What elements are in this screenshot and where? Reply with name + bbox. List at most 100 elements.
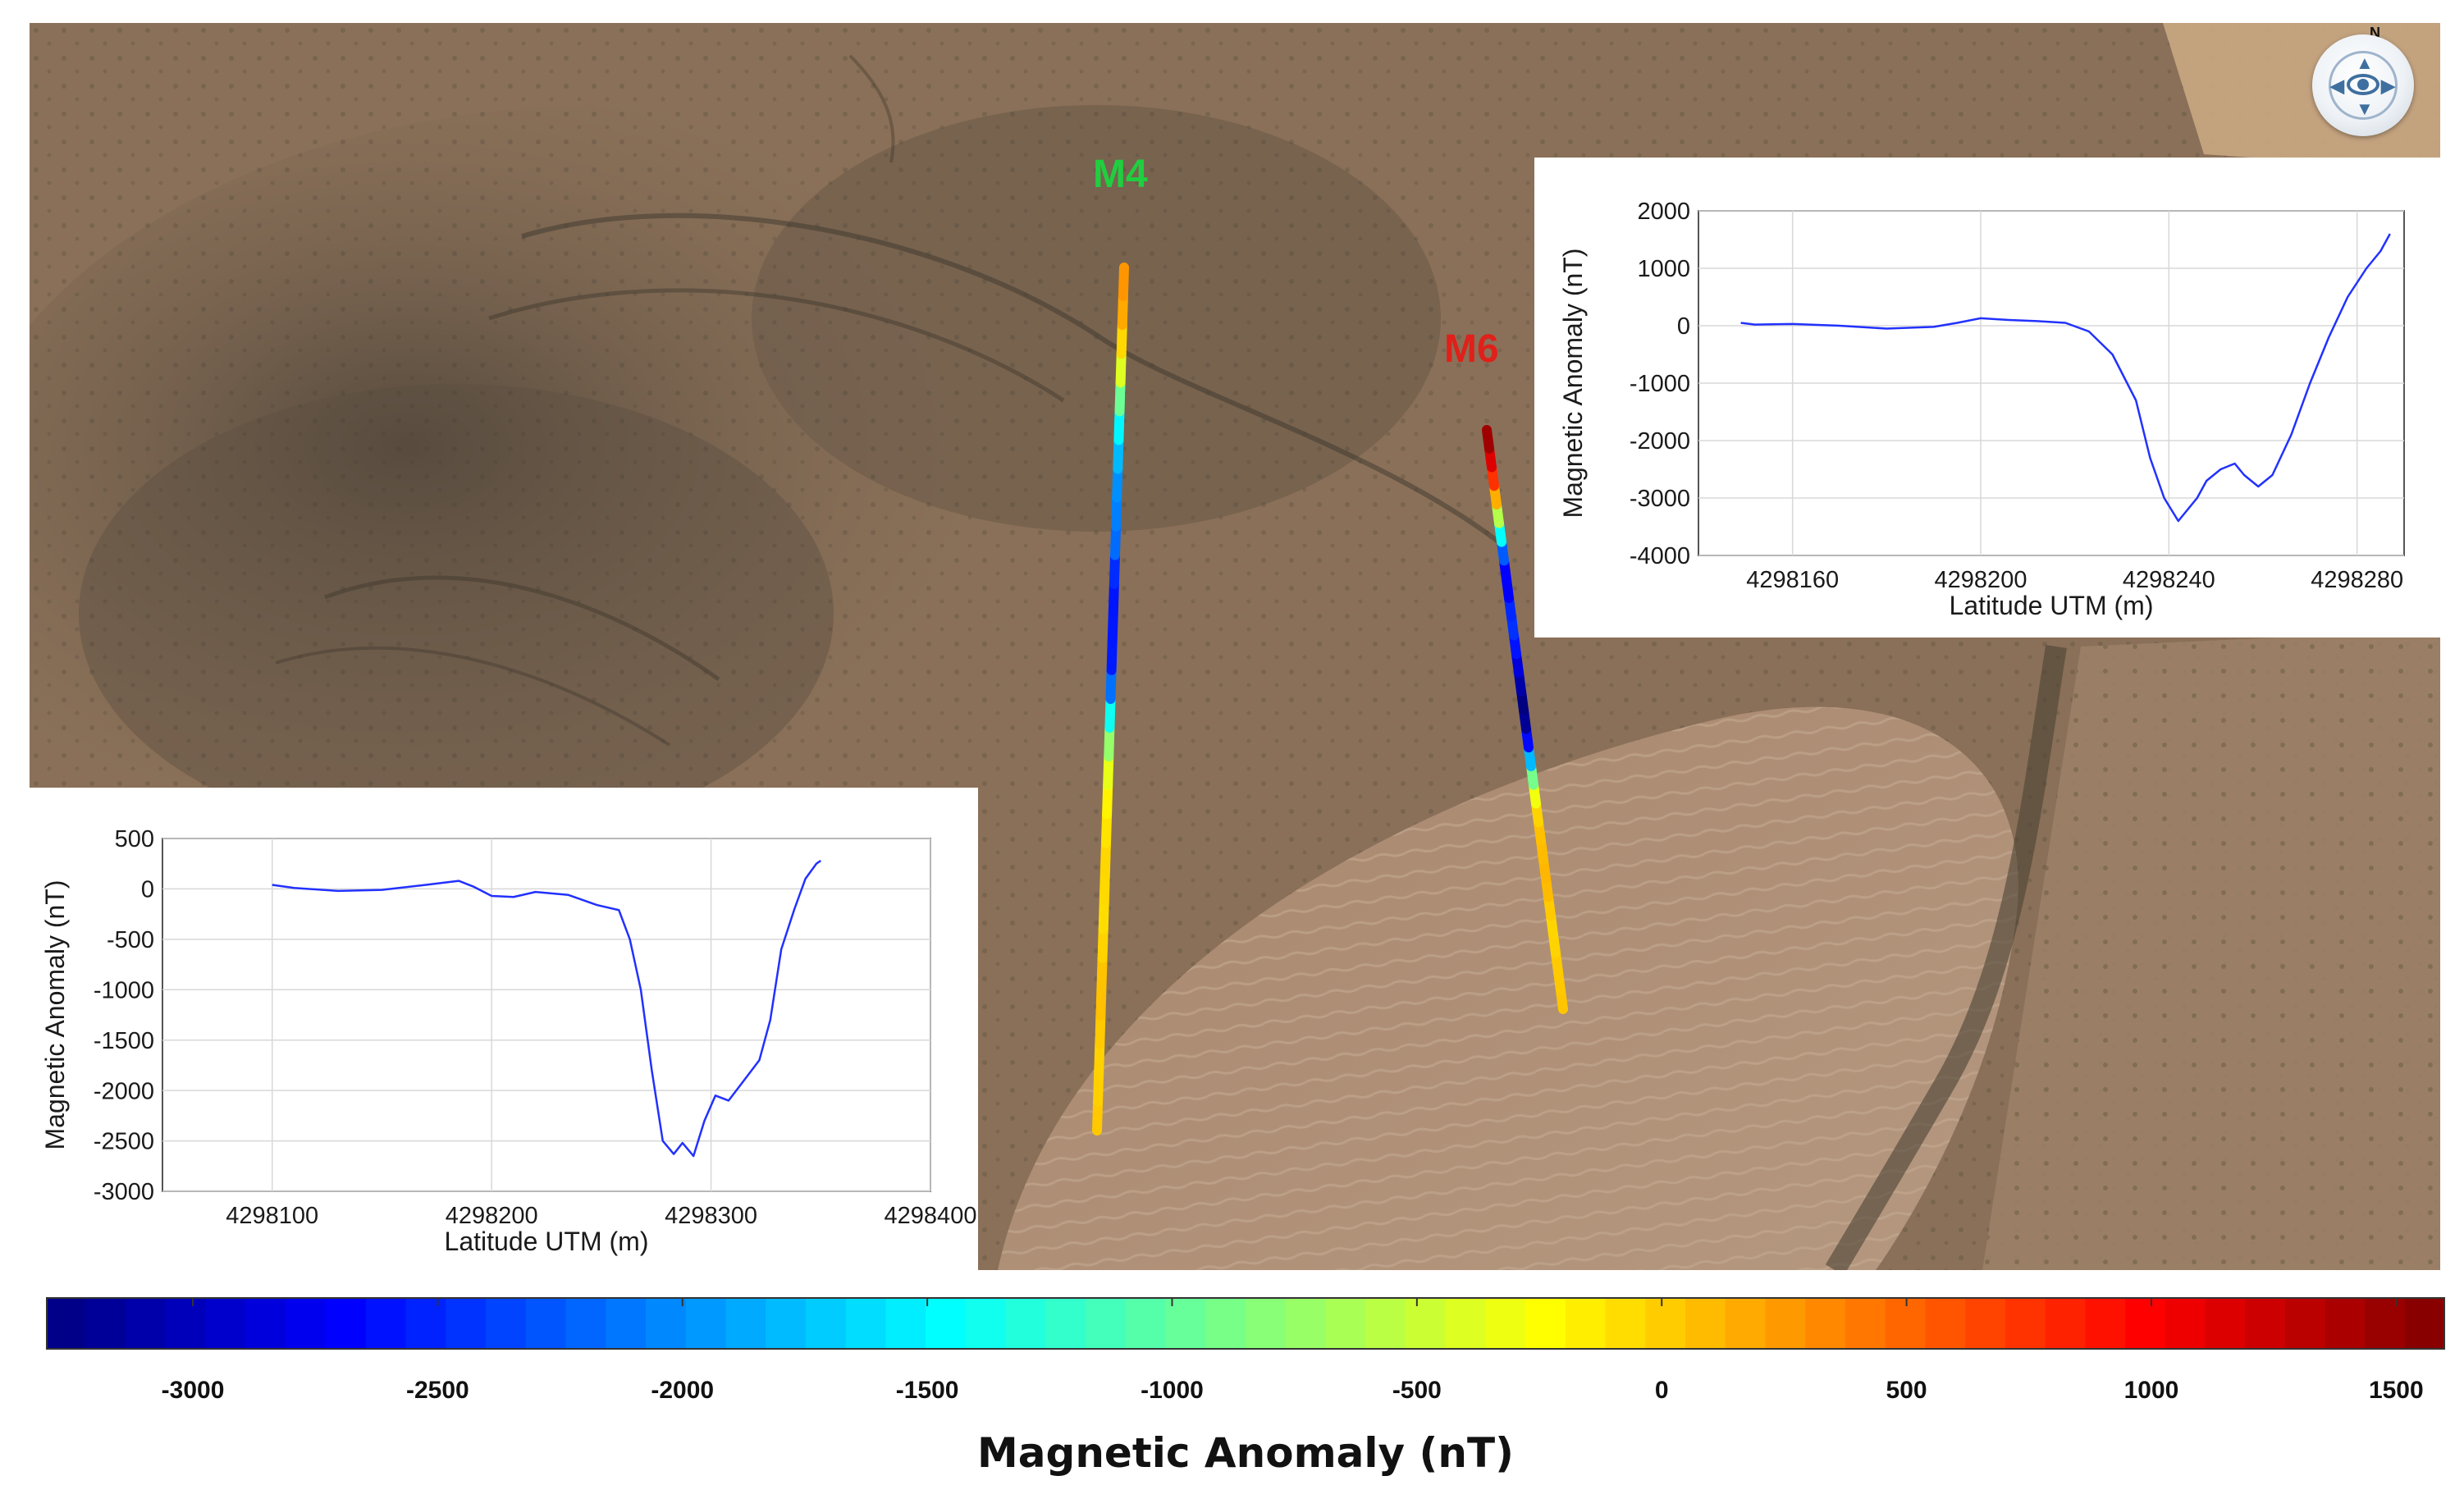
colorbar-segment bbox=[2085, 1298, 2127, 1349]
pan-up-icon[interactable]: ▲ bbox=[2356, 53, 2374, 73]
colorbar-segment bbox=[1045, 1298, 1087, 1349]
colorbar-segment bbox=[1765, 1298, 1807, 1349]
colorbar-segment bbox=[2245, 1298, 2287, 1349]
colorbar-segment bbox=[1685, 1298, 1726, 1349]
colorbar-segment bbox=[1725, 1298, 1767, 1349]
colorbar-segment bbox=[85, 1298, 127, 1349]
colorbar-segment bbox=[845, 1298, 887, 1349]
y-tick-label: -1500 bbox=[94, 1028, 154, 1054]
y-tick-label: -3000 bbox=[94, 1179, 154, 1205]
colorbar-segment bbox=[1205, 1298, 1246, 1349]
x-tick-label: 4298200 bbox=[446, 1203, 538, 1229]
navigation-compass-icon[interactable]: ▲ ▼ ◀ ▶ bbox=[2312, 34, 2414, 136]
chart-m6: 4298160 4298200 4298240 4298280 -4000 -3000 -2… bbox=[1558, 199, 2405, 620]
y-axis-label: Magnetic Anomaly (nT) bbox=[1558, 248, 1588, 518]
colorbar-segment bbox=[725, 1298, 767, 1349]
colorbar-segment bbox=[1086, 1298, 1127, 1349]
y-tick-label: -4000 bbox=[1630, 543, 1690, 569]
colorbar-segment bbox=[245, 1298, 287, 1349]
colorbar-segment bbox=[1565, 1298, 1607, 1349]
colorbar-segment bbox=[965, 1298, 1007, 1349]
y-tick-label: -1000 bbox=[1630, 371, 1690, 397]
look-eye-icon[interactable] bbox=[2347, 74, 2379, 95]
colorbar-segment bbox=[1246, 1298, 1287, 1349]
y-tick-label: 0 bbox=[141, 877, 154, 903]
colorbar-segment bbox=[1285, 1298, 1327, 1349]
colorbar-segment bbox=[2045, 1298, 2087, 1349]
colorbar-segment bbox=[1885, 1298, 1927, 1349]
profile-label-m4: M4 bbox=[1093, 153, 1148, 196]
x-tick-label: 4298400 bbox=[885, 1203, 977, 1229]
y-tick-label: -3000 bbox=[1630, 486, 1690, 512]
chart-m4: 4298100 4298200 4298300 4298400 -3000 -2500 -2… bbox=[40, 826, 977, 1256]
colorbar-segment bbox=[286, 1298, 327, 1349]
look-eye-pupil bbox=[2357, 79, 2369, 90]
colorbar-segment bbox=[2005, 1298, 2046, 1349]
y-tick-label: -2000 bbox=[94, 1078, 154, 1104]
colorbar-segment bbox=[2365, 1298, 2407, 1349]
colorbar-gradient bbox=[46, 1297, 2445, 1350]
colorbar-title: Magnetic Anomaly (nT) bbox=[977, 1429, 1514, 1477]
colorbar-segment bbox=[486, 1298, 527, 1349]
colorbar-segment bbox=[1365, 1298, 1406, 1349]
colorbar-segment bbox=[805, 1298, 847, 1349]
x-tick-label: 4298300 bbox=[665, 1203, 757, 1229]
colorbar-segment bbox=[365, 1298, 407, 1349]
pan-left-icon[interactable]: ◀ bbox=[2330, 75, 2344, 96]
colorbar-tick-label: 1000 bbox=[2123, 1377, 2179, 1404]
colorbar-segment bbox=[606, 1298, 647, 1349]
compass-ring bbox=[2329, 51, 2398, 120]
colorbar-tick-label: -500 bbox=[1392, 1377, 1442, 1404]
colorbar-tick-label: 0 bbox=[1654, 1377, 1669, 1404]
x-tick-label: 4298100 bbox=[226, 1203, 318, 1229]
x-tick-label: 4298240 bbox=[2123, 567, 2215, 593]
colorbar-segment bbox=[2405, 1298, 2445, 1349]
y-tick-label: 2000 bbox=[1637, 199, 1690, 225]
colorbar-segment bbox=[326, 1298, 367, 1349]
colorbar-segment bbox=[1805, 1298, 1846, 1349]
y-axis-label: Magnetic Anomaly (nT) bbox=[40, 880, 70, 1149]
colorbar-tick-label: -3000 bbox=[161, 1377, 225, 1404]
colorbar-segment bbox=[46, 1298, 87, 1349]
colorbar-segment bbox=[1165, 1298, 1207, 1349]
chart-m4-panel: 4298100 4298200 4298300 4298400 -3000 -2500 -2… bbox=[30, 788, 978, 1270]
colorbar-segment bbox=[1405, 1298, 1447, 1349]
colorbar-segment bbox=[1005, 1298, 1047, 1349]
colorbar-segment bbox=[1645, 1298, 1687, 1349]
x-axis-label: Latitude UTM (m) bbox=[1950, 591, 2154, 620]
colorbar-tick-label: -2000 bbox=[651, 1377, 715, 1404]
colorbar-segment bbox=[1605, 1298, 1647, 1349]
colorbar-segment bbox=[525, 1298, 567, 1349]
plot-area bbox=[162, 838, 931, 1192]
colorbar-segment bbox=[646, 1298, 687, 1349]
colorbar-segment bbox=[565, 1298, 607, 1349]
colorbar-segment bbox=[2205, 1298, 2247, 1349]
colorbar-segment bbox=[126, 1298, 167, 1349]
colorbar-segment bbox=[1525, 1298, 1566, 1349]
colorbar: -3000 -2500 -2000 -1500 -1000 -500 0 500 1000 150… bbox=[46, 1295, 2445, 1500]
colorbar-segment bbox=[1925, 1298, 1967, 1349]
colorbar-segment bbox=[1325, 1298, 1367, 1349]
y-tick-label: 500 bbox=[115, 826, 154, 852]
colorbar-segment bbox=[1845, 1298, 1886, 1349]
colorbar-segment bbox=[1485, 1298, 1527, 1349]
colorbar-tick-label: 1500 bbox=[2368, 1377, 2424, 1404]
colorbar-tick-label: 500 bbox=[1886, 1377, 1927, 1404]
colorbar-tick-label: -1500 bbox=[895, 1377, 959, 1404]
colorbar-segment bbox=[766, 1298, 807, 1349]
colorbar-tick-label: -2500 bbox=[406, 1377, 469, 1404]
colorbar-segment bbox=[205, 1298, 247, 1349]
pan-down-icon[interactable]: ▼ bbox=[2356, 98, 2374, 119]
colorbar-segment bbox=[1445, 1298, 1487, 1349]
x-tick-label: 4298160 bbox=[1746, 567, 1839, 593]
colorbar-segment bbox=[1965, 1298, 2006, 1349]
y-tick-label: -500 bbox=[107, 927, 154, 953]
y-tick-label: -2000 bbox=[1630, 428, 1690, 455]
x-axis-label: Latitude UTM (m) bbox=[445, 1227, 649, 1256]
colorbar-segment bbox=[685, 1298, 727, 1349]
pan-right-icon[interactable]: ▶ bbox=[2381, 75, 2395, 96]
colorbar-segment bbox=[1125, 1298, 1167, 1349]
colorbar-segment bbox=[2325, 1298, 2366, 1349]
profile-label-m6: M6 bbox=[1444, 327, 1499, 371]
colorbar-tick-label: -1000 bbox=[1141, 1377, 1204, 1404]
